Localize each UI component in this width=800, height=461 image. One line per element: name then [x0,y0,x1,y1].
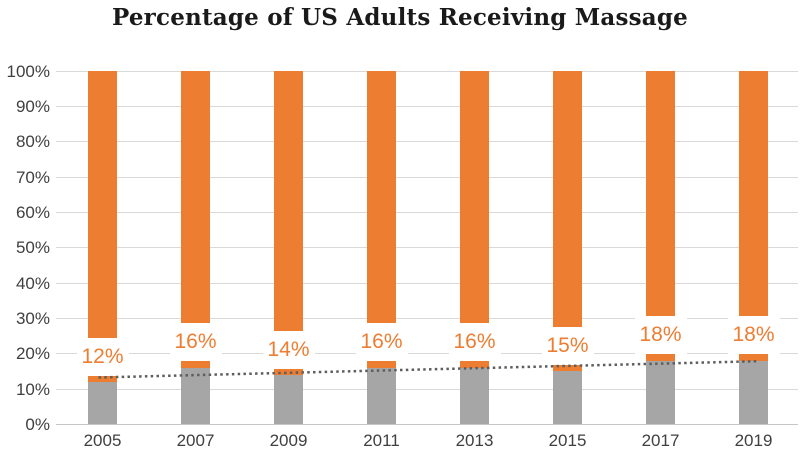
bar-segment-gray [739,360,768,425]
y-axis-tick-label: 40% [15,273,50,293]
bar-segment-gray [367,367,396,425]
bar-data-label: 18% [634,316,687,355]
bar-segment-orange-sliver [181,361,210,368]
gridline [56,211,798,213]
x-axis-tick-label: 2011 [363,431,400,450]
y-axis-tick-label: 0% [25,415,50,434]
y-axis-tick-label: 30% [15,308,50,328]
bar-data-label: 16% [169,323,222,362]
bar-segment-orange [181,71,210,324]
bar-segment-gray [181,367,210,425]
bar-segment-gray [274,375,303,425]
bar-segment-orange [739,71,768,317]
gridline [56,388,798,390]
bar-data-label: 18% [727,316,780,355]
bar-segment-orange [646,71,675,317]
y-axis-tick-label: 10% [15,379,50,399]
gridline [56,247,798,249]
bar-segment-orange-sliver [646,354,675,361]
bar-segment-orange-sliver [88,375,117,383]
x-axis-tick-label: 2015 [548,431,587,450]
gridline [56,317,798,319]
bar-segment-orange [553,71,582,327]
gridline [56,105,798,107]
x-axis-tick-label: 2013 [455,431,494,450]
x-axis-tick-label: 2005 [83,431,122,450]
x-axis-line [56,424,798,425]
bar-segment-orange [460,71,489,324]
gridline [56,176,798,178]
bar-segment-orange [367,71,396,324]
y-axis-tick-label: 60% [15,202,50,222]
y-axis-tick-label: 50% [15,238,50,258]
y-axis-tick-label: 20% [15,344,50,364]
bar-segment-orange-sliver [367,361,396,368]
y-axis-tick-label: 80% [15,132,50,152]
bar-data-label: 14% [262,330,315,369]
x-axis-tick-label: 2019 [734,431,773,450]
bar-data-label: 16% [355,323,408,362]
gridline [56,141,798,143]
gridline [56,353,798,355]
gridline [56,70,798,72]
bar-segment-orange-sliver [553,364,582,372]
bar-segment-orange-sliver [460,361,489,368]
bar-segment-orange-sliver [274,368,303,375]
chart-title: Percentage of US Adults Receiving Massag… [111,4,689,31]
bar-data-label: 16% [448,323,501,362]
y-axis-tick-label: 100% [6,61,50,81]
bar-segment-gray [553,371,582,425]
y-axis-tick-label: 90% [15,96,50,116]
bar-segment-gray [646,360,675,425]
x-axis-tick-label: 2007 [176,431,215,450]
bar-data-label: 12% [76,337,129,376]
bar-segment-orange [274,71,303,331]
bar-segment-orange-sliver [739,354,768,361]
bar-segment-orange [88,71,117,338]
bar-data-label: 15% [541,326,594,365]
y-axis-tick-label: 70% [15,167,50,187]
x-axis-tick-label: 2017 [641,431,680,450]
bar-segment-gray [88,382,117,425]
gridline [56,282,798,284]
bar-segment-gray [460,367,489,425]
x-axis-tick-label: 2009 [269,431,308,450]
